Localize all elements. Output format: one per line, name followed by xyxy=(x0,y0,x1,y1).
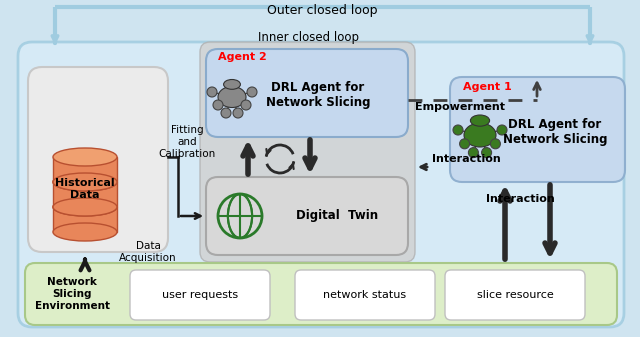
Text: slice resource: slice resource xyxy=(477,290,554,300)
Circle shape xyxy=(241,100,251,110)
FancyBboxPatch shape xyxy=(450,77,625,182)
Text: Digital  Twin: Digital Twin xyxy=(296,210,378,222)
FancyBboxPatch shape xyxy=(206,177,408,255)
FancyBboxPatch shape xyxy=(25,263,617,325)
FancyBboxPatch shape xyxy=(295,270,435,320)
Circle shape xyxy=(482,148,492,158)
Text: Data
Acquisition: Data Acquisition xyxy=(119,241,177,263)
Bar xyxy=(53,207,117,232)
Bar xyxy=(53,157,117,182)
Ellipse shape xyxy=(464,123,496,147)
Bar xyxy=(53,182,117,207)
Text: Inner closed loop: Inner closed loop xyxy=(257,31,358,43)
Circle shape xyxy=(453,125,463,135)
Ellipse shape xyxy=(53,173,117,191)
Circle shape xyxy=(490,139,500,149)
Circle shape xyxy=(207,87,217,97)
Circle shape xyxy=(213,100,223,110)
Ellipse shape xyxy=(53,148,117,166)
Ellipse shape xyxy=(223,80,241,89)
Text: Historical
Data: Historical Data xyxy=(55,178,115,200)
Circle shape xyxy=(233,108,243,118)
Ellipse shape xyxy=(53,173,117,191)
Text: Fitting
and
Calibration: Fitting and Calibration xyxy=(158,125,216,159)
Text: Agent 1: Agent 1 xyxy=(463,82,512,92)
Ellipse shape xyxy=(53,223,117,241)
Text: Network
Slicing
Environment: Network Slicing Environment xyxy=(35,277,109,311)
Text: Outer closed loop: Outer closed loop xyxy=(267,4,377,17)
Ellipse shape xyxy=(53,198,117,216)
FancyBboxPatch shape xyxy=(130,270,270,320)
Circle shape xyxy=(468,148,479,158)
Text: Interaction: Interaction xyxy=(486,194,554,204)
Ellipse shape xyxy=(53,198,117,216)
Text: DRL Agent for
Network Slicing: DRL Agent for Network Slicing xyxy=(266,81,371,109)
Circle shape xyxy=(497,125,507,135)
Circle shape xyxy=(460,139,470,149)
Text: Empowerment: Empowerment xyxy=(415,102,505,112)
FancyBboxPatch shape xyxy=(206,49,408,137)
FancyBboxPatch shape xyxy=(18,42,624,327)
FancyBboxPatch shape xyxy=(445,270,585,320)
Ellipse shape xyxy=(218,87,246,108)
FancyBboxPatch shape xyxy=(28,67,168,252)
Text: DRL Agent for
Network Slicing: DRL Agent for Network Slicing xyxy=(503,118,607,146)
Circle shape xyxy=(247,87,257,97)
FancyBboxPatch shape xyxy=(200,42,415,262)
Text: Interaction: Interaction xyxy=(432,154,500,164)
Text: network status: network status xyxy=(323,290,406,300)
Ellipse shape xyxy=(470,115,490,126)
Text: user requests: user requests xyxy=(162,290,238,300)
Circle shape xyxy=(221,108,231,118)
Text: Agent 2: Agent 2 xyxy=(218,52,267,62)
